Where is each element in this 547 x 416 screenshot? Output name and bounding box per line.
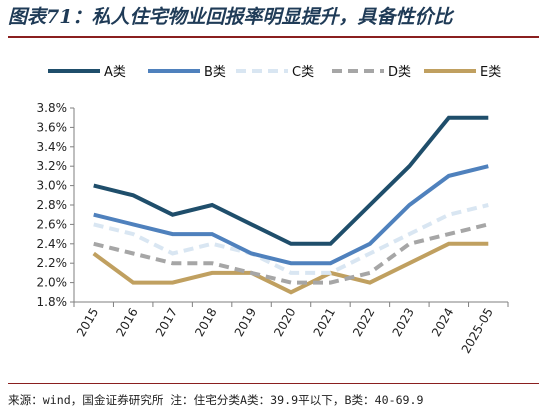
y-tick-label: 3.6% <box>37 120 68 134</box>
series-line-1 <box>93 164 489 266</box>
y-tick-label: 3.8% <box>37 101 68 115</box>
y-tick-label: 2.8% <box>37 198 68 212</box>
series-lines <box>92 115 489 295</box>
x-tick-label: 2022 <box>350 306 377 339</box>
x-tick-label: 2018 <box>192 306 219 339</box>
x-tick-label: 2025-05 <box>459 305 496 355</box>
y-tick-label: 1.8% <box>37 295 68 309</box>
y-tick-label: 3.0% <box>37 179 68 193</box>
x-tick-label: 2016 <box>113 306 140 339</box>
legend-label-4: E类 <box>480 65 501 80</box>
series-line-2 <box>93 203 489 275</box>
legend: A类 B类 C类 D类 E类 <box>48 65 501 80</box>
x-tick-label: 2023 <box>390 306 417 339</box>
y-tick-label: 2.6% <box>37 217 68 231</box>
x-tick-label: 2019 <box>232 306 259 339</box>
legend-label-3: D类 <box>388 65 411 80</box>
x-tick-label: 2021 <box>311 306 338 339</box>
legend-label-1: B类 <box>204 65 226 80</box>
series-line-3 <box>93 222 489 285</box>
series-line-0 <box>93 115 489 246</box>
axes: 1.8% 2.0% 2.2% 2.4% 2.6% 2.8% 3.0% 3.2% 3.4% 3.6%… <box>37 101 509 356</box>
legend-label-2: C类 <box>292 65 314 80</box>
chart-title: 图表71：私人住宅物业回报率明显提升，具备性价比 <box>8 6 453 28</box>
y-tick-label: 3.4% <box>37 140 68 154</box>
x-tick-label: 2020 <box>271 306 298 339</box>
y-tick-label: 2.4% <box>37 237 68 251</box>
series-line-4 <box>92 241 489 295</box>
title-divider <box>8 36 539 38</box>
line-chart: A类 B类 C类 D类 E类 1.8% 2.0% 2.2% 2.4% 2.6% 2.8% 3.0% 3… <box>37 65 509 356</box>
source-note: 来源：wind，国金证券研究所 注：住宅分类A类：39.9平以下，B类：40-6… <box>8 393 424 407</box>
x-tick-label: 2017 <box>153 306 180 339</box>
x-tick-label: 2024 <box>429 306 456 339</box>
footer-divider <box>8 383 539 384</box>
x-tick-label: 2015 <box>74 306 101 339</box>
y-tick-label: 2.2% <box>37 256 68 270</box>
y-tick-label: 2.0% <box>37 276 68 290</box>
y-tick-label: 3.2% <box>37 159 68 173</box>
legend-label-0: A类 <box>104 65 126 80</box>
